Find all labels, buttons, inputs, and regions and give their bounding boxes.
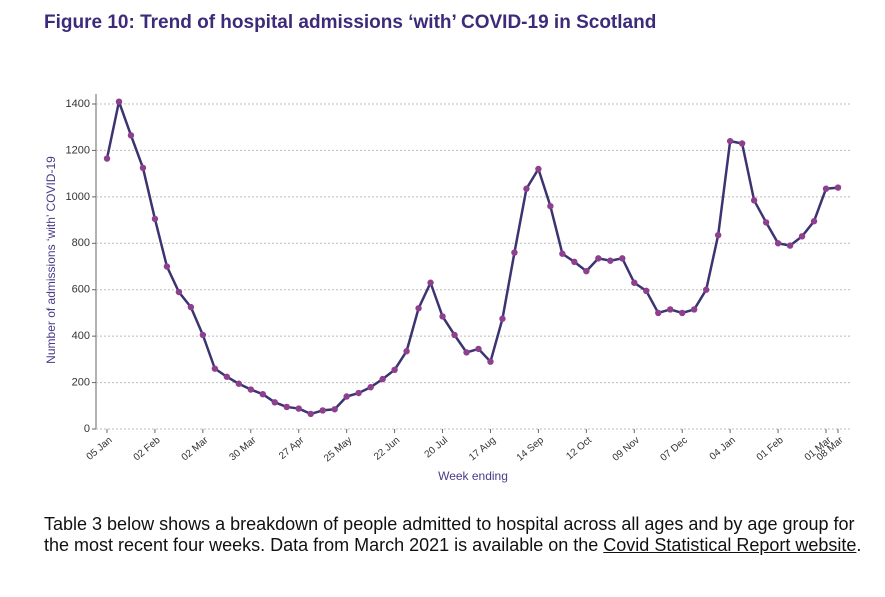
- y-axis-label: Number of admissions ‘with’ COVID-19: [44, 156, 58, 364]
- data-point: [175, 288, 183, 296]
- data-point: [631, 279, 638, 286]
- data-point: [103, 155, 111, 162]
- data-point: [319, 407, 326, 414]
- data-point: [583, 267, 590, 275]
- data-point: [499, 315, 506, 322]
- data-point: [690, 306, 698, 313]
- data-point: [295, 405, 302, 412]
- data-point: [451, 331, 458, 339]
- data-point: [607, 257, 614, 264]
- data-point: [343, 393, 350, 400]
- y-tick-label: 200: [72, 376, 90, 388]
- data-point: [810, 218, 818, 225]
- data-point: [535, 165, 542, 173]
- data-point: [571, 258, 578, 266]
- x-tick-label: 07 Dec: [658, 435, 689, 464]
- data-point: [223, 373, 231, 380]
- data-point: [487, 358, 494, 365]
- data-point: [331, 406, 338, 413]
- data-point: [702, 286, 710, 293]
- y-tick-label: 600: [72, 284, 90, 296]
- x-tick-label: 27 Apr: [277, 434, 307, 461]
- x-tick-label: 05 Jan: [85, 435, 115, 463]
- y-tick-label: 1400: [66, 98, 90, 110]
- y-tick-label: 1200: [66, 144, 90, 156]
- data-point: [307, 410, 314, 418]
- x-tick-label: 25 May: [322, 435, 354, 465]
- data-point: [199, 331, 207, 339]
- data-point: [559, 250, 566, 257]
- paragraph-text: .: [856, 535, 862, 555]
- data-point: [774, 240, 782, 247]
- data-point: [139, 164, 147, 172]
- data-point: [738, 140, 746, 147]
- data-point: [403, 348, 410, 355]
- data-point: [379, 375, 386, 383]
- x-tick-label: 17 Aug: [467, 435, 498, 463]
- data-point: [655, 309, 662, 317]
- data-point: [127, 132, 135, 139]
- data-point: [463, 349, 470, 356]
- data-point: [391, 366, 398, 374]
- x-tick-label: 22 Jun: [372, 435, 402, 463]
- data-point: [750, 197, 758, 204]
- data-point: [259, 390, 266, 398]
- link[interactable]: Covid Statistical Report website: [603, 535, 857, 555]
- data-point: [667, 306, 674, 313]
- data-point: [355, 389, 362, 397]
- x-tick-label: 04 Jan: [708, 435, 738, 463]
- data-point: [643, 287, 650, 295]
- data-point: [439, 313, 446, 320]
- data-point: [714, 231, 722, 239]
- x-tick-label: 02 Feb: [132, 435, 163, 464]
- data-point: [679, 309, 686, 317]
- y-tick-label: 0: [84, 423, 90, 435]
- x-tick-label: 20 Jul: [423, 435, 451, 461]
- paragraph-text: Table 3 below shows a breakdown of peopl…: [44, 514, 855, 555]
- data-point: [115, 98, 123, 105]
- data-point: [726, 137, 734, 145]
- data-point: [151, 215, 159, 223]
- data-point: [523, 185, 530, 192]
- data-point: [798, 233, 806, 240]
- x-tick-label: 30 Mar: [228, 434, 259, 463]
- y-tick-label: 400: [72, 330, 90, 342]
- data-point: [247, 386, 255, 393]
- data-point: [271, 399, 278, 406]
- chart: Number of admissions ‘with’ COVID-19 Wee…: [44, 94, 852, 483]
- data-point: [415, 305, 422, 312]
- x-tick-label: 09 Nov: [611, 435, 642, 464]
- x-tick-label: 14 Sep: [515, 435, 547, 464]
- data-point: [547, 202, 554, 210]
- data-point: [595, 255, 602, 262]
- y-tick-label: 800: [72, 237, 90, 249]
- data-point: [619, 255, 626, 262]
- data-point: [786, 242, 794, 249]
- x-tick-label: 12 Oct: [564, 435, 594, 463]
- figure-title: Figure 10: Trend of hospital admissions …: [44, 12, 657, 33]
- paragraph: Table 3 below shows a breakdown of peopl…: [44, 514, 864, 556]
- data-point: [427, 279, 434, 286]
- data-point: [163, 263, 171, 270]
- x-tick-label: 01 Feb: [755, 435, 786, 464]
- data-point: [235, 380, 243, 387]
- data-point: [367, 384, 374, 391]
- data-point: [211, 365, 219, 372]
- x-axis-label: Week ending: [438, 469, 508, 483]
- data-point: [511, 249, 518, 256]
- y-tick-label: 1000: [66, 191, 90, 203]
- data-point: [762, 219, 770, 226]
- x-tick-label: 02 Mar: [180, 434, 211, 463]
- data-point: [187, 303, 195, 311]
- data-point: [822, 185, 830, 192]
- data-point: [475, 345, 482, 353]
- data-point: [283, 403, 290, 411]
- data-point: [834, 184, 842, 191]
